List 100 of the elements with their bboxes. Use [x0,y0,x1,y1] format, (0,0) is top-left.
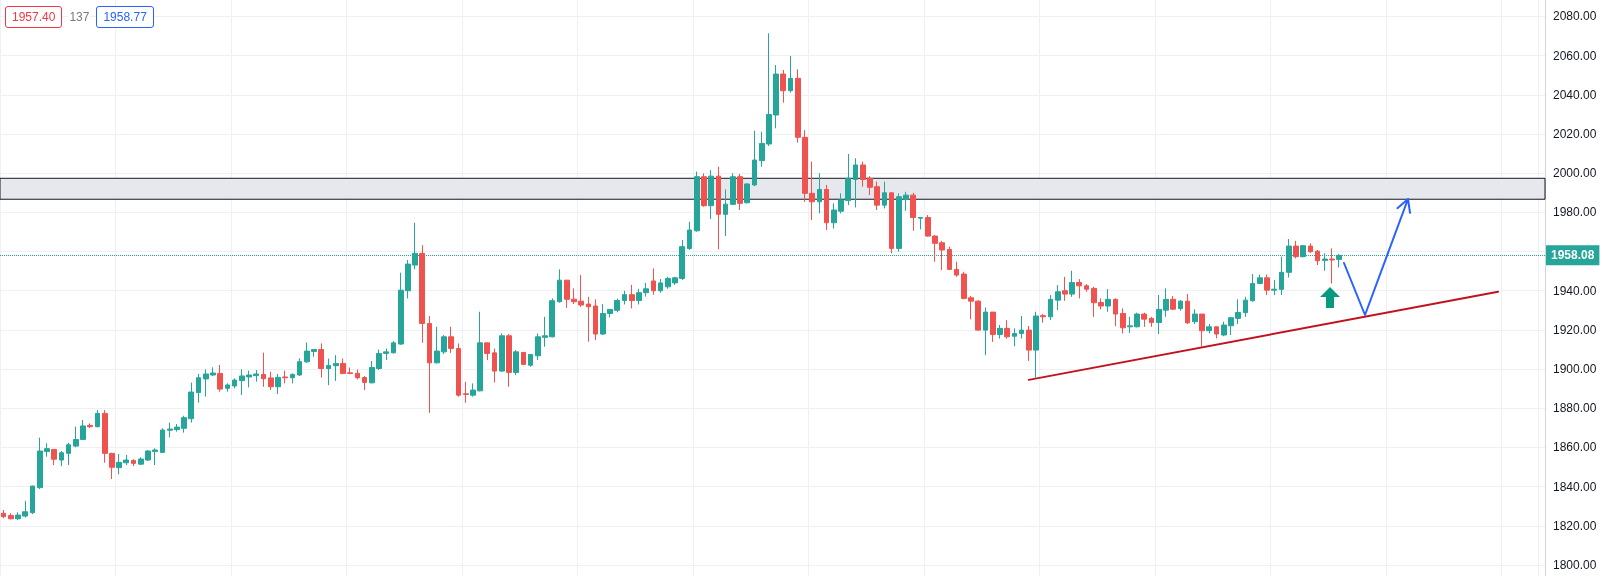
candlestick [66,442,71,466]
candlestick [261,352,266,388]
candlestick [752,130,757,187]
candlestick [651,267,656,296]
candlestick [788,55,793,94]
candlestick [282,370,288,384]
candlestick [1033,311,1039,380]
candlestick [557,268,562,304]
candlestick [1113,297,1118,327]
candlestick [817,172,822,214]
candlestick [51,448,57,466]
candlestick [131,458,136,467]
candlestick [716,166,721,250]
y-tick-label: 1840.00 [1553,479,1597,494]
y-tick-label: 1880.00 [1553,401,1597,416]
candlestick [708,169,714,220]
candlestick [268,371,274,391]
candlestick [694,171,700,233]
y-tick-label: 2060.00 [1553,48,1597,63]
candlestick [1243,296,1248,318]
candlestick [1214,326,1219,339]
candlestick [463,381,469,404]
candlestick [1048,294,1053,321]
annotation: 1958.77 [96,6,154,28]
candlestick [629,284,635,309]
candlestick [1206,323,1212,334]
annotation: 137 [68,6,91,28]
candlestick [196,373,201,404]
candlestick [1279,256,1284,296]
candlestick [225,382,230,393]
candlestick [1026,325,1032,362]
candlestick [1178,299,1183,312]
candlestick [701,172,707,208]
candlestick [744,182,750,204]
candlestick [882,181,887,209]
candlestick [1040,313,1046,324]
candlestick [1170,295,1176,311]
candlestick [1264,273,1270,296]
ref-line-label: 1958.08 [1551,248,1595,263]
candlestick [448,326,454,354]
y-tick-label: 2000.00 [1553,166,1597,181]
candlestick [730,172,736,206]
candlestick [1069,270,1075,298]
candlestick [232,377,237,389]
candlestick [1084,283,1089,293]
candlestick [427,315,432,414]
candlestick [217,364,223,393]
candlestick [1141,312,1147,328]
annotation: 1957.40 [5,6,63,28]
candlestick [528,353,533,368]
candlestick [318,342,324,379]
candlestick [853,157,858,208]
candlestick [1055,284,1061,311]
y-tick-label: 2080.00 [1553,9,1597,24]
candlestick [8,512,14,520]
candlestick [593,298,598,341]
candlestick [59,450,64,467]
candlestick [1293,240,1299,259]
candlestick [1019,315,1024,340]
candlestick [737,173,743,211]
candlestick [362,375,367,391]
y-tick-label: 1980.00 [1553,205,1597,220]
candlestick [1,509,6,519]
y-tick-label: 2040.00 [1553,87,1597,102]
candlestick [275,373,281,395]
candlestick [586,296,591,343]
candlestick [95,409,100,428]
candlestick [1185,293,1190,325]
candlestick [1257,273,1263,285]
candlestick [1062,276,1068,302]
y-tick-label: 1820.00 [1553,518,1597,533]
candlestick [506,333,512,388]
candlestick [1192,308,1198,325]
candlestick [780,69,786,104]
candlestick [1308,242,1313,254]
candlestick [513,349,519,376]
candlestick [419,244,425,344]
candlestick [1250,273,1255,303]
y-tick-label: 1920.00 [1553,322,1597,337]
candlestick [1329,247,1335,284]
candlestick [1004,319,1010,340]
candlestick [160,427,165,454]
candlestick [484,342,490,361]
candlestick [889,192,894,254]
candlestick [947,246,952,271]
candlestick [521,351,526,366]
candlestick [723,188,728,237]
candlestick [954,261,959,278]
candlestick [997,324,1003,340]
y-tick-label: 1860.00 [1553,440,1597,455]
candlestick [492,348,497,383]
candlestick [1120,307,1126,334]
y-tick-label: 1940.00 [1553,283,1597,298]
candlestick [297,357,302,377]
candlestick [990,311,996,343]
candlestick [391,340,396,354]
candlestick [456,342,461,398]
candlestick [1315,249,1320,266]
candlestick [1076,278,1082,299]
candlestick [918,216,923,230]
